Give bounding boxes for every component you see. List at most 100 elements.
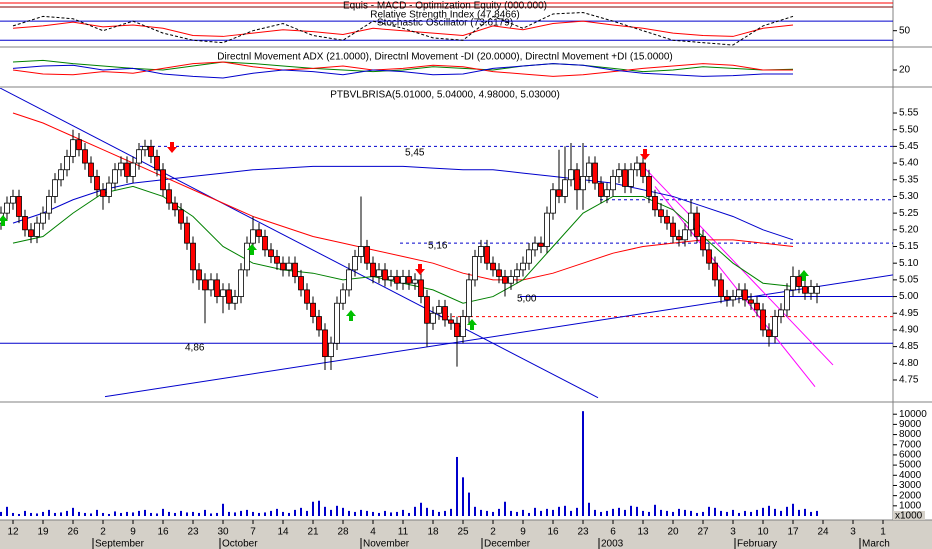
panel-title: Stochastic Oscillator (73.6179) xyxy=(377,18,513,29)
volume-bar xyxy=(798,509,800,516)
y-tick-label: 50 xyxy=(899,25,911,36)
candle-body xyxy=(64,155,70,171)
candle-body xyxy=(724,296,730,301)
volume-bar xyxy=(414,506,416,516)
volume-bar xyxy=(48,509,50,516)
volume-bar xyxy=(600,511,602,516)
volume-bar xyxy=(420,502,422,516)
volume-bar xyxy=(192,511,194,516)
candle-body xyxy=(376,269,382,277)
candle-body xyxy=(148,145,154,157)
candle-body xyxy=(418,279,424,297)
candle-body xyxy=(484,246,490,264)
volume-bar xyxy=(12,512,14,516)
candle-body xyxy=(262,236,268,251)
volume-bar xyxy=(666,510,668,516)
volume-bar xyxy=(180,510,182,516)
volume-bar xyxy=(72,507,74,516)
candle-body xyxy=(304,289,310,304)
volume-bar xyxy=(564,505,566,516)
candle-body xyxy=(568,169,574,181)
candle-body xyxy=(658,209,664,217)
candle-body xyxy=(370,262,376,277)
y-tick-label: 10000 xyxy=(899,409,927,420)
candle-body xyxy=(202,279,208,291)
volume-bar xyxy=(108,513,110,516)
volume-bar xyxy=(210,513,212,516)
level-label: 5,00 xyxy=(517,294,537,305)
candle-body xyxy=(358,246,364,257)
volume-bar xyxy=(750,511,752,516)
month-label: October xyxy=(222,539,258,549)
candle-body xyxy=(130,162,136,177)
candle-body xyxy=(478,246,484,257)
candle-body xyxy=(196,269,202,281)
candle-body xyxy=(436,306,442,314)
candle-body xyxy=(244,242,250,271)
candle-body xyxy=(124,162,130,177)
volume-bar xyxy=(738,512,740,516)
candle-body xyxy=(652,196,658,211)
y-tick-label: 5.10 xyxy=(899,258,919,269)
volume-bar xyxy=(138,510,140,516)
volume-bar xyxy=(726,511,728,516)
series-line xyxy=(12,20,794,37)
candle-body xyxy=(544,212,550,247)
candle-body xyxy=(664,216,670,224)
candle-body xyxy=(508,276,514,284)
x-tick-label: 27 xyxy=(697,527,709,538)
candle-body xyxy=(442,306,448,321)
volume-bar xyxy=(252,511,254,516)
y-tick-label: 4.95 xyxy=(899,308,919,319)
volume-bar xyxy=(618,507,620,516)
candle-body xyxy=(496,269,502,277)
candle-body xyxy=(490,262,496,271)
candle-body xyxy=(28,229,34,237)
volume-bar xyxy=(456,456,458,516)
candle-body xyxy=(292,262,298,277)
volume-bar xyxy=(516,511,518,516)
y-tick-label: 5.25 xyxy=(899,208,919,219)
candle-body xyxy=(598,182,604,197)
x-tick-label: 12 xyxy=(7,527,19,538)
volume-bar xyxy=(630,505,632,516)
x-tick-label: 24 xyxy=(817,527,829,538)
candle-body xyxy=(604,189,610,197)
volume-bar xyxy=(306,510,308,516)
candle-body xyxy=(352,256,358,271)
volume-bar xyxy=(612,508,614,516)
volume-bar xyxy=(594,509,596,516)
volume-bar xyxy=(126,511,128,516)
x-tick-label: 20 xyxy=(667,527,679,538)
volume-bar xyxy=(360,509,362,516)
y-tick-label: 20 xyxy=(899,65,911,76)
buy-arrow xyxy=(346,310,356,321)
candle-body xyxy=(88,162,94,177)
x-tick-label: 17 xyxy=(787,527,799,538)
volume-bar xyxy=(354,511,356,516)
volume-bar xyxy=(486,510,488,516)
level-label: 5,45 xyxy=(405,148,425,159)
x-tick-label: 3 xyxy=(850,527,856,538)
volume-bar xyxy=(234,512,236,516)
volume-bar xyxy=(804,508,806,516)
volume-bar xyxy=(528,512,530,516)
candle-body xyxy=(622,169,628,187)
x-tick-label: 13 xyxy=(637,527,649,538)
y-tick-label: 5.45 xyxy=(899,141,919,152)
volume-bar xyxy=(324,506,326,516)
volume-bar xyxy=(366,510,368,516)
candle-body xyxy=(334,302,340,344)
candle-body xyxy=(406,276,412,284)
volume-bar xyxy=(312,501,314,516)
volume-bar xyxy=(498,508,500,516)
level-label: 5,16 xyxy=(428,241,448,252)
volume-bar xyxy=(150,512,152,516)
volume-bar xyxy=(816,510,818,516)
volume-bar xyxy=(282,511,284,516)
candle-body xyxy=(118,162,124,171)
candle-body xyxy=(718,279,724,297)
candle-body xyxy=(238,269,244,297)
y-tick-label: 2000 xyxy=(899,490,922,501)
